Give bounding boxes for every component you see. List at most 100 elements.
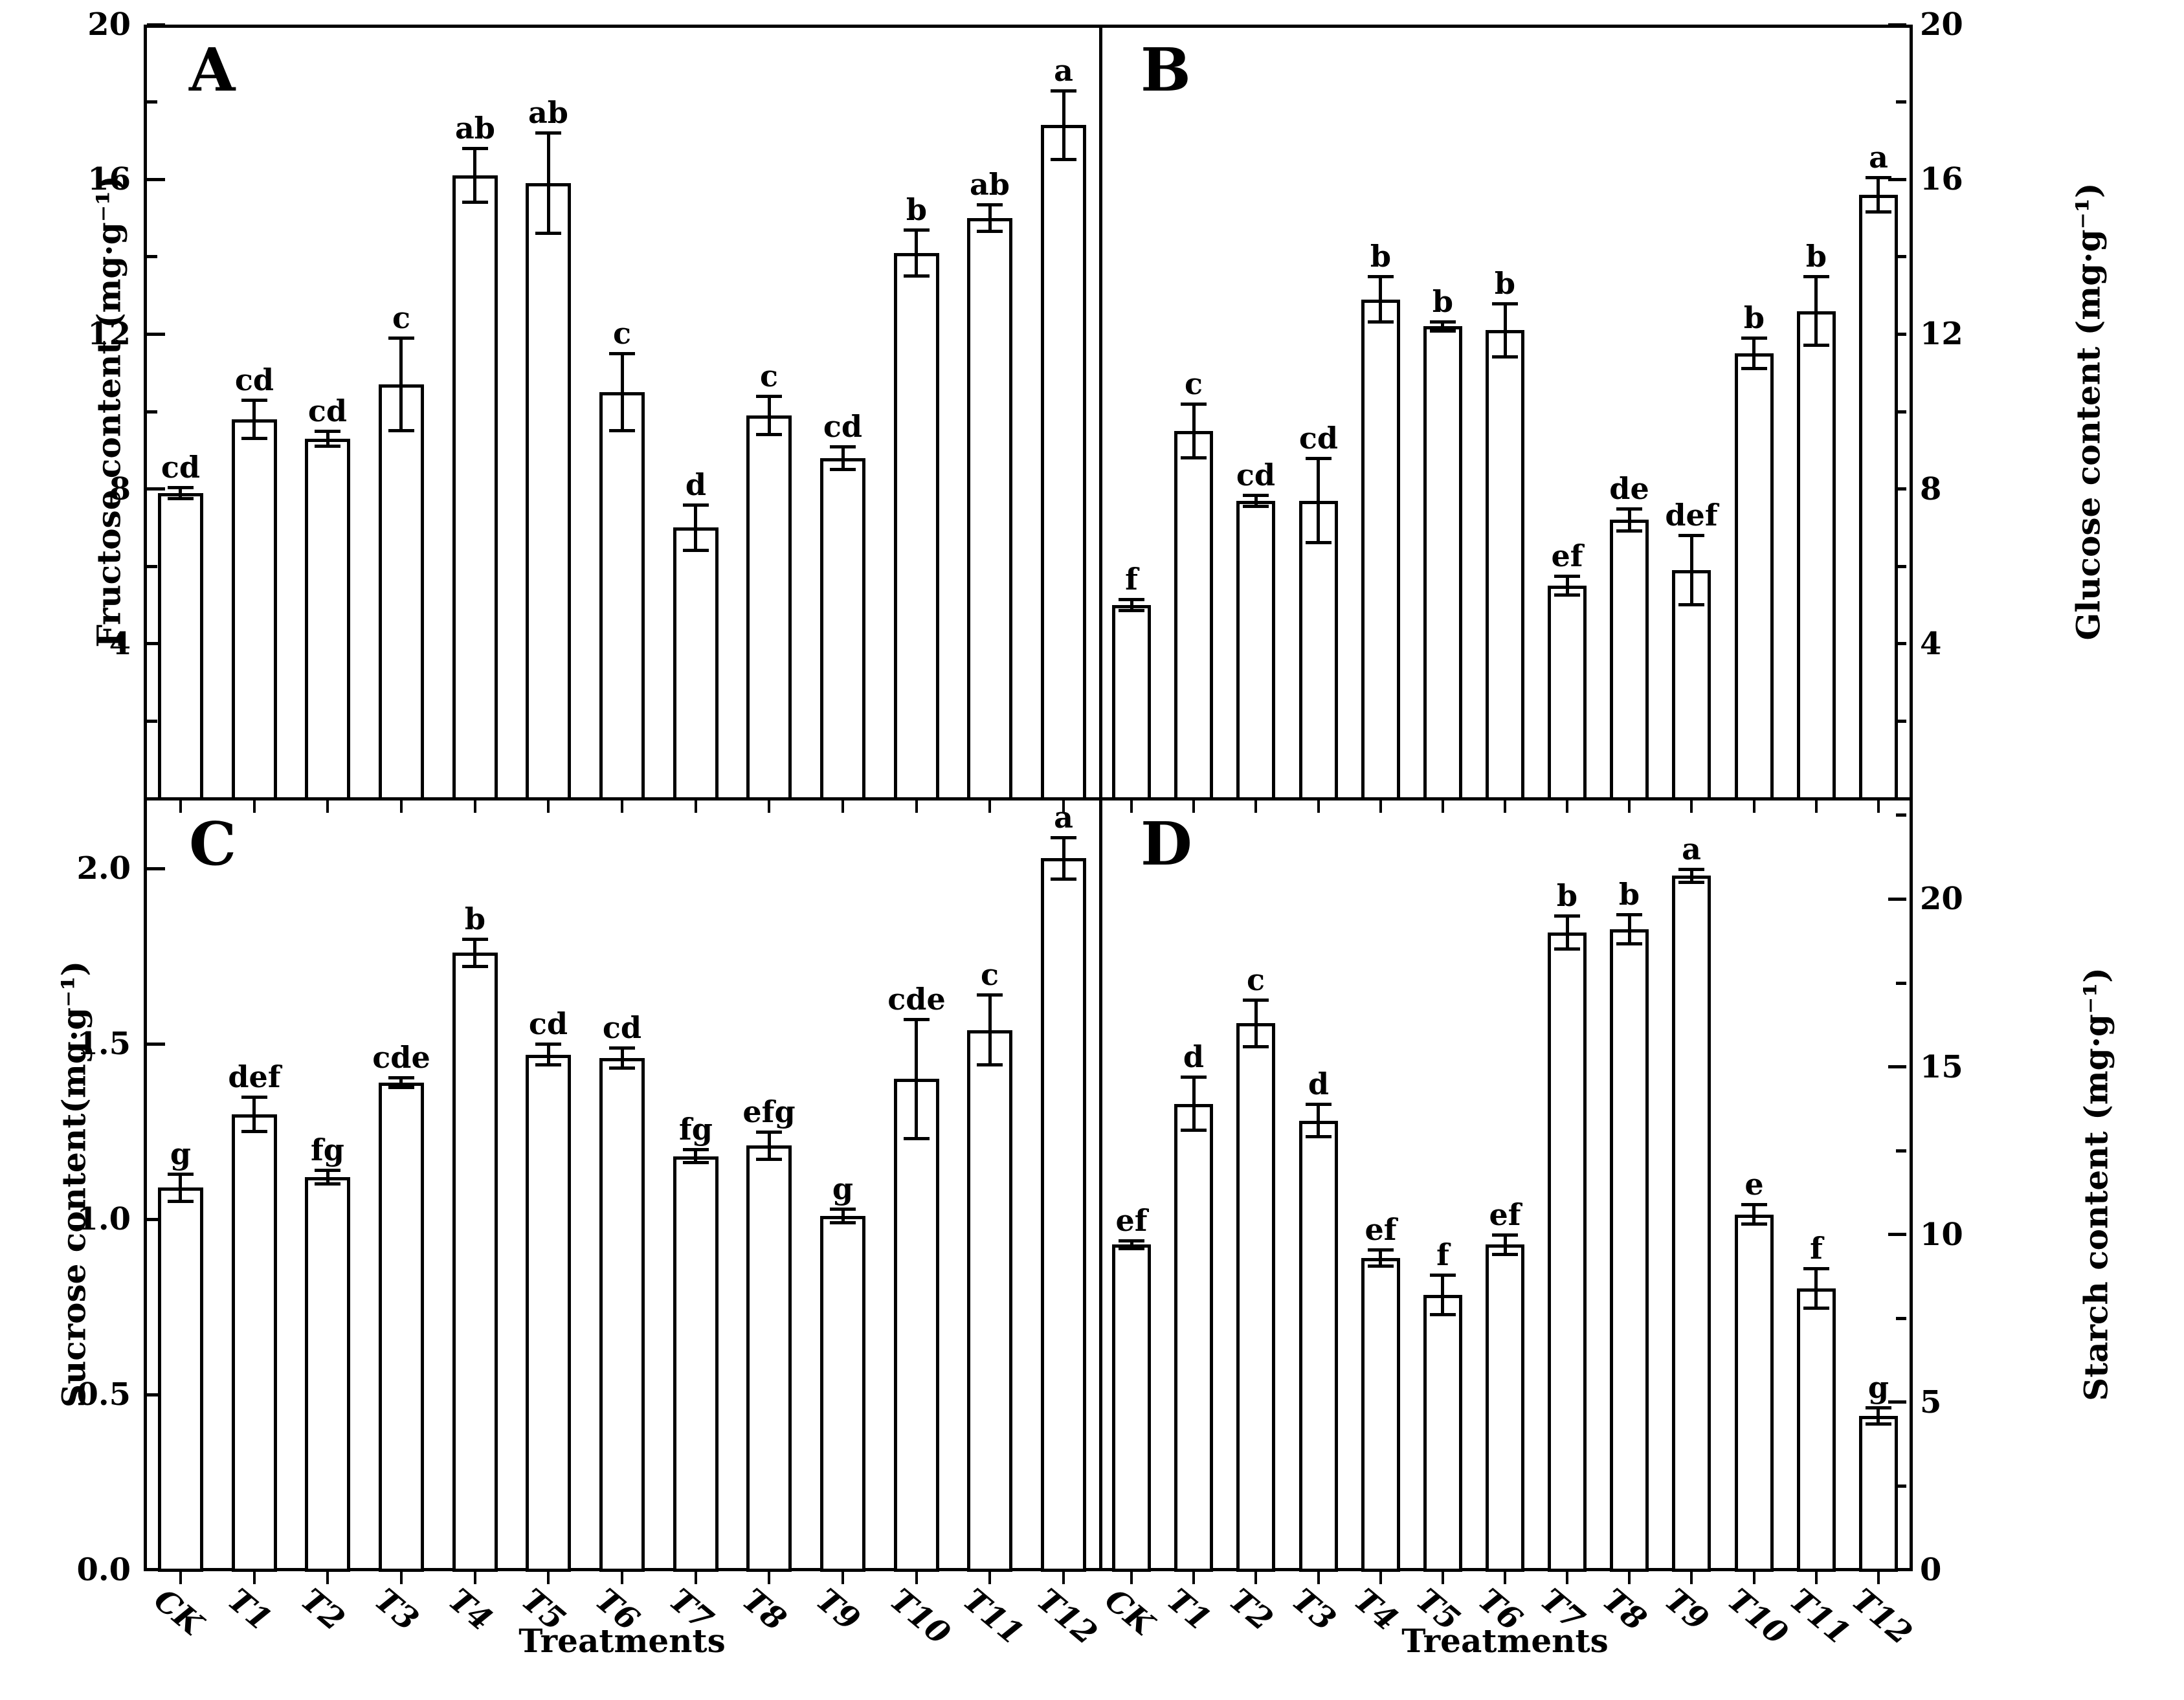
panel-D-errorbar-T11 (1814, 1268, 1818, 1308)
panel-B-errorcap-top-T4 (1368, 275, 1394, 278)
panel-D-errorcap-bottom-T8 (1616, 942, 1642, 945)
panel-D-sig-letter-T4: ef (1365, 1212, 1397, 1247)
panel-A-errorcap-bottom-T5 (535, 232, 561, 235)
panel-A-ytick-label: 8 (109, 470, 131, 507)
panel-D-errorcap-top-T7 (1554, 914, 1580, 918)
panel-A-errorcap-top-T4 (462, 147, 488, 150)
panel-A-ytick-label: 12 (87, 316, 131, 353)
panel-B-xtick-T9 (1690, 800, 1693, 813)
x-category-label-T8-left: T8 (735, 1582, 793, 1639)
panel-B-bar-T8 (1610, 520, 1649, 800)
panel-A-xtick-T12 (1062, 800, 1065, 813)
panel-D-errorcap-bottom-T1 (1181, 1129, 1207, 1132)
panel-A-sig-letter-T8: c (759, 359, 778, 393)
panel-D-major-tick (1888, 1233, 1906, 1237)
panel-D-errorbar-T2 (1254, 1000, 1258, 1047)
panel-B-bar-T6 (1486, 330, 1524, 800)
panel-A-bar-T1 (232, 419, 277, 800)
panel-C-errorcap-top-T10 (904, 1018, 930, 1021)
panel-B-xtick-T11 (1815, 800, 1818, 813)
panel-C-errorcap-top-T1 (241, 1096, 267, 1099)
panel-C-xtick-T11 (988, 1571, 991, 1584)
panel-B-minor-tick (1896, 100, 1906, 104)
panel-C-bar-T7 (673, 1156, 719, 1572)
panel-C-errorbar-T2 (326, 1170, 329, 1184)
panel-A-errorcap-top-CK (168, 486, 194, 489)
panel-D-errorcap-bottom-CK (1119, 1247, 1144, 1250)
x-category-label-T3-right: T3 (1285, 1582, 1343, 1639)
panel-C-sig-letter-T4: b (464, 901, 486, 936)
panel-A-errorcap-bottom-CK (168, 497, 194, 500)
panel-B-ytick-label: 4 (1920, 625, 1942, 662)
panel-B-errorcap-top-T10 (1741, 337, 1767, 340)
panel-B-ytick-label: 12 (1920, 316, 1963, 353)
panel-B-errorcap-bottom-T4 (1368, 320, 1394, 324)
panel-A-sig-letter-T10: b (906, 192, 928, 227)
panel-D-errorcap-bottom-T12 (1866, 1422, 1891, 1426)
panel-D-sig-letter-T3: d (1308, 1066, 1330, 1101)
panel-B-errorbar-T11 (1814, 276, 1818, 346)
panel-A-sig-letter-T5: ab (528, 95, 568, 130)
panel-D-minor-tick (1896, 1484, 1906, 1488)
panel-C-xtick-T9 (841, 1571, 844, 1584)
panel-B-errorcap-top-T5 (1430, 320, 1456, 324)
x-category-label-CK-right: CK (1098, 1582, 1161, 1643)
panel-B-xtick-T4 (1379, 800, 1382, 813)
panel-A-errorcap-bottom-T1 (241, 437, 267, 440)
panel-A-bar-T6 (599, 392, 645, 800)
panel-A-errorbar-T2 (326, 431, 329, 447)
panel-D-major-tick (1888, 1400, 1906, 1404)
panel-D-errorbar-T6 (1504, 1235, 1507, 1255)
panel-A-minor-tick (147, 100, 157, 104)
panel-B-major-tick (1888, 177, 1906, 181)
panel-B-errorbar-T3 (1317, 458, 1320, 544)
panel-C-sig-letter-T7: fg (679, 1112, 713, 1147)
panel-B-errorbar-T6 (1504, 304, 1507, 358)
panel-D-errorbar-T10 (1752, 1204, 1755, 1224)
panel-A-errorcap-bottom-T2 (315, 445, 340, 448)
panel-B-errorcap-bottom-T5 (1430, 329, 1456, 333)
panel-B-xtick-T1 (1192, 800, 1195, 813)
panel-A-errorcap-top-T3 (388, 337, 414, 340)
panel-A-minor-tick (147, 410, 157, 414)
panel-C-errorbar-T12 (1062, 837, 1065, 879)
panel-A-sig-letter-T3: c (392, 300, 410, 335)
x-category-label-CK-left: CK (147, 1582, 210, 1643)
panel-D-bar-T4 (1361, 1258, 1400, 1572)
x-category-label-T12-left: T12 (1030, 1582, 1104, 1652)
panel-B-xtick-T10 (1753, 800, 1755, 813)
panel-C-bar-T8 (746, 1145, 792, 1572)
panel-A-sig-letter-T7: d (685, 467, 707, 502)
panel-D-errorcap-top-T8 (1616, 913, 1642, 916)
panel-C-errorcap-bottom-T4 (462, 965, 488, 968)
panel-B-errorcap-bottom-T2 (1243, 505, 1269, 508)
panel-D-xtick-T3 (1317, 1571, 1320, 1584)
panel-C-xtick-T8 (768, 1571, 770, 1584)
panel-A-errorcap-top-T12 (1051, 89, 1076, 93)
panel-B-errorbar-T2 (1254, 495, 1258, 507)
panel-A-xtick-T3 (400, 800, 403, 813)
panel-A-xtick-T5 (547, 800, 550, 813)
panel-D-errorbar-T5 (1441, 1275, 1444, 1315)
panel-A-xtick-T6 (621, 800, 623, 813)
panel-D-sig-letter-CK: ef (1115, 1203, 1148, 1238)
panel-A-minor-tick (147, 255, 157, 259)
x-category-label-T11-left: T11 (956, 1582, 1031, 1652)
panel-B-errorbar-T12 (1877, 177, 1880, 212)
panel-B-bar-T7 (1548, 586, 1587, 800)
panel-B-bar-T4 (1361, 300, 1400, 800)
panel-A-bar-T3 (379, 384, 424, 800)
panel-A-bar-T7 (673, 527, 719, 800)
panel-C-major-tick (147, 1217, 165, 1221)
panel-C-xtick-T5 (547, 1571, 550, 1584)
panel-B-errorcap-bottom-T7 (1554, 593, 1580, 597)
x-category-label-T9-left: T9 (809, 1582, 867, 1639)
panel-C-sig-letter-T11: c (980, 957, 999, 992)
panel-C-errorbar-T4 (473, 939, 476, 967)
panel-D-errorcap-top-T5 (1430, 1274, 1456, 1277)
panel-D-bar-T6 (1486, 1244, 1524, 1572)
panel-D-errorbar-T9 (1690, 869, 1693, 883)
panel-C-sig-letter-T3: cde (372, 1040, 430, 1075)
panel-B-bar-T3 (1299, 501, 1338, 800)
panel-A-bar-T11 (967, 218, 1012, 800)
